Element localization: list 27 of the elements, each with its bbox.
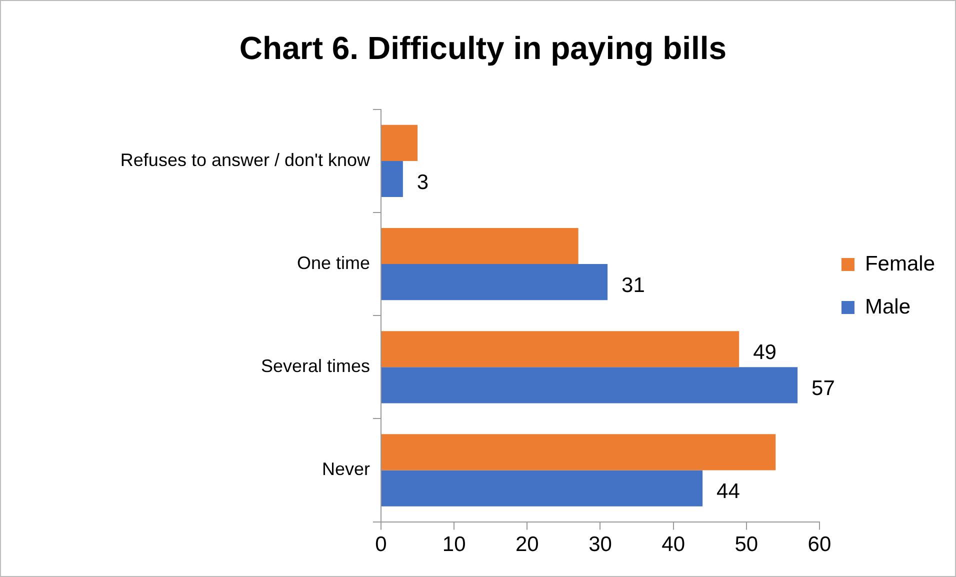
- bar: [382, 228, 578, 264]
- x-tick-label: 40: [662, 533, 685, 556]
- data-label: 31: [622, 274, 645, 297]
- bar: [382, 367, 798, 404]
- x-tick-label: 50: [734, 533, 758, 556]
- x-tick-label: 60: [808, 533, 832, 556]
- y-tick-label: Refuses to answer / don't know: [120, 150, 371, 170]
- data-label: 44: [716, 480, 740, 504]
- bar: [382, 470, 703, 506]
- y-tick-label: Several times: [260, 356, 370, 376]
- chart-title: Chart 6. Difficulty in paying bills: [239, 30, 727, 66]
- legend-label: Male: [864, 295, 911, 318]
- bar: [382, 124, 418, 161]
- y-tick-label: Never: [322, 459, 370, 480]
- data-label: 57: [812, 376, 835, 400]
- y-tick-label: One time: [296, 253, 370, 274]
- bar: [382, 160, 403, 198]
- bar: [382, 434, 776, 470]
- x-tick-label: 10: [442, 533, 466, 556]
- x-tick-label: 30: [588, 533, 612, 556]
- x-tick-label: 20: [515, 533, 539, 556]
- legend-label: Female: [864, 252, 936, 276]
- data-label: 49: [753, 340, 776, 364]
- data-label: 3: [416, 170, 429, 194]
- bar: [382, 264, 608, 300]
- x-tick-label: 0: [375, 533, 387, 556]
- bar: [382, 331, 740, 368]
